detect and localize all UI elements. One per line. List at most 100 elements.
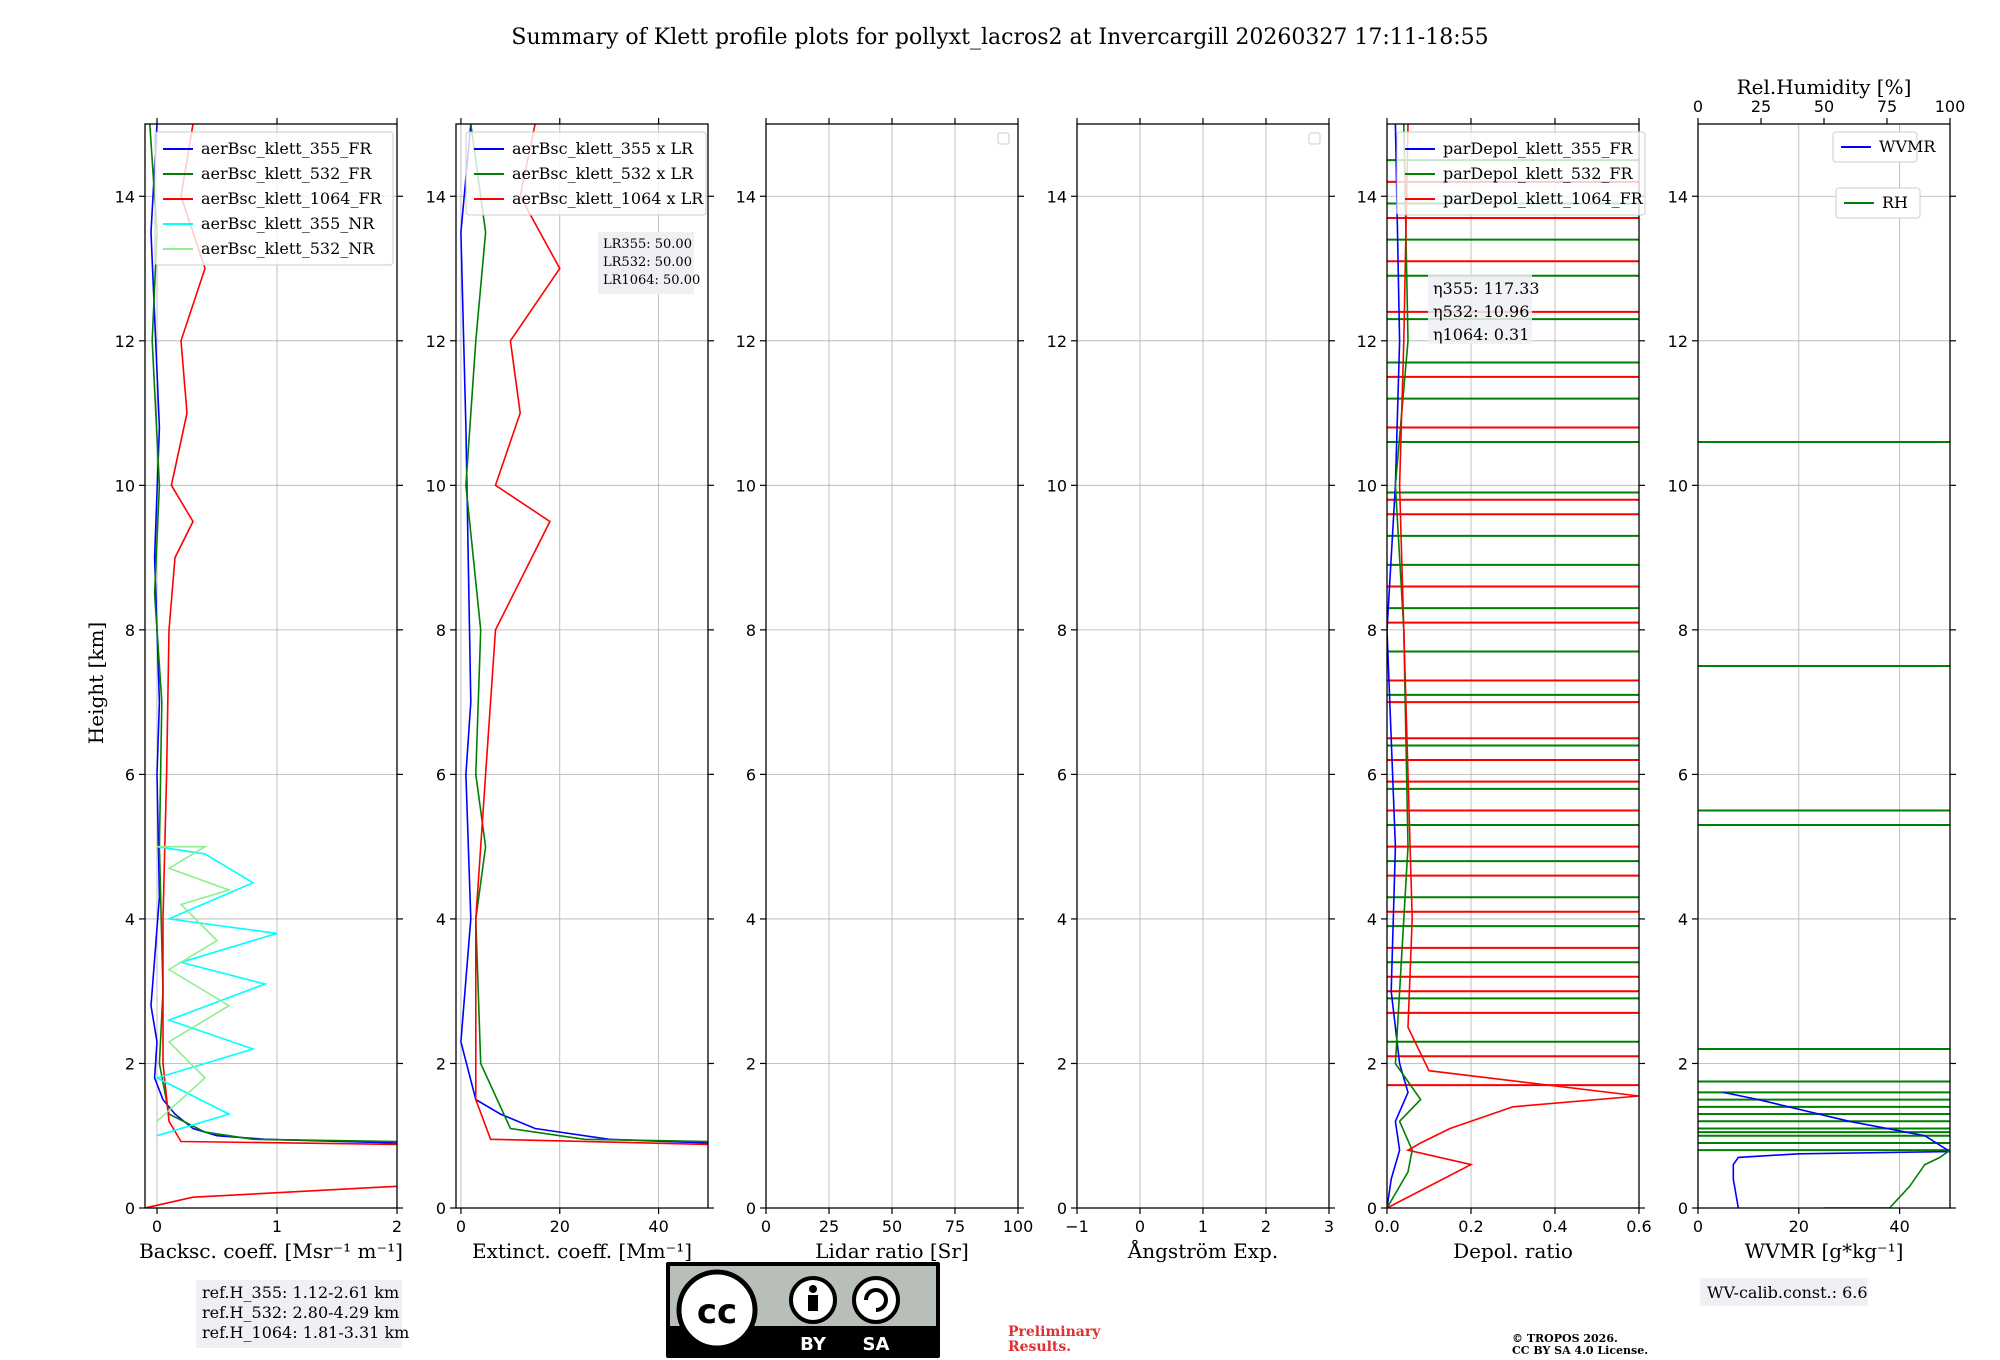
y-tick-label: 10 — [1047, 476, 1067, 495]
legend-label: aerBsc_klett_532 x LR — [512, 164, 694, 183]
panel-lidar_ratio: 0 25 50 75 100 0 2 4 6 8 10 12 14 Lidar ratio [Sr] — [736, 118, 1034, 1263]
legend-label: aerBsc_klett_355_NR — [201, 214, 375, 233]
y-tick-label: 14 — [1047, 187, 1067, 206]
series-group — [1723, 1091, 1950, 1208]
y-tick-label: 10 — [115, 476, 135, 495]
series-parDepol_klett_355_FR — [1387, 124, 1409, 1208]
y-tick-label: 8 — [1057, 621, 1067, 640]
top-tick-label: 0 — [1693, 97, 1703, 116]
y-tick-label: 0 — [746, 1199, 756, 1218]
x-tick-label: 20 — [550, 1217, 570, 1236]
series-group — [460, 124, 708, 1146]
y-tick-label: 2 — [1057, 1054, 1067, 1073]
x-tick-label: 100 — [1003, 1217, 1034, 1236]
axes-frame — [1386, 123, 1640, 1209]
y-tick-label: 0 — [436, 1199, 446, 1218]
axes-frame — [144, 123, 398, 1209]
series-RH — [1824, 1149, 1950, 1208]
y-tick-label: 6 — [1367, 765, 1377, 784]
x-tick-label: 0 — [456, 1217, 466, 1236]
y-tick-label: 10 — [1668, 476, 1688, 495]
sa-share-icon — [852, 1276, 900, 1324]
series-aerBsc_klett_532 x LR — [465, 124, 708, 1143]
y-tick-label: 12 — [1668, 332, 1688, 351]
preliminary-line2: Results. — [1008, 1339, 1071, 1355]
series-aerBsc_klett_355 x LR — [460, 124, 708, 1144]
series-aerBsc_klett_1064_FR — [145, 1185, 397, 1208]
x-axis-label: Depol. ratio — [1453, 1239, 1573, 1263]
x-tick-label: 0.4 — [1542, 1217, 1567, 1236]
y-tick-label: 4 — [436, 910, 446, 929]
y-tick-label: 14 — [115, 187, 135, 206]
panel-depolarization: 0.0 0.2 0.4 0.6 0 2 4 6 8 10 12 14 Depol. ratio parDe… — [1357, 118, 1652, 1263]
empty-legend — [1308, 132, 1321, 145]
series-aerBsc_klett_1064 x LR — [474, 124, 708, 1146]
x-tick-label: 40 — [648, 1217, 668, 1236]
lr-value: LR1064: 50.00 — [603, 273, 700, 288]
x-tick-label: 40 — [1889, 1217, 1909, 1236]
y-tick-label: 10 — [736, 476, 756, 495]
series-aerBsc_klett_355_FR — [150, 124, 397, 1144]
series-parDepol_klett_532_FR — [1387, 124, 1422, 1208]
y-tick-label: 14 — [1668, 187, 1688, 206]
y-tick-label: 12 — [115, 332, 135, 351]
x-tick-label: 75 — [945, 1217, 965, 1236]
y-tick-label: 4 — [1678, 910, 1688, 929]
copyright-line1: © TROPOS 2026. — [1512, 1332, 1618, 1345]
calib-const: WV-calib.const.: 6.6 — [1707, 1283, 1868, 1302]
lr-box — [598, 232, 694, 294]
y-tick-label: 6 — [125, 765, 135, 784]
preliminary-line1: Preliminary — [1008, 1324, 1101, 1340]
x-tick-label: 20 — [1789, 1217, 1809, 1236]
license-sa-label: SA — [863, 1334, 890, 1355]
legend-box — [154, 131, 394, 266]
x-axis-label: Lidar ratio [Sr] — [815, 1239, 969, 1263]
eta-box — [1428, 274, 1532, 344]
y-tick-label: 14 — [426, 187, 446, 206]
calib-box — [1700, 1278, 1868, 1306]
series-aerBsc_klett_532_NR — [156, 845, 232, 1122]
top-axis-label: Rel.Humidity [%] — [1737, 75, 1912, 99]
panel-wv: 0 20 40 0 2 4 6 8 10 12 14 0 25 50 75 100 Rel.Humidity [… — [1668, 75, 1965, 1306]
x-axis-label: WVMR [g*kg⁻¹] — [1745, 1239, 1904, 1263]
x-tick-label: 1 — [272, 1217, 282, 1236]
top-tick-label: 50 — [1814, 97, 1834, 116]
y-tick-label: 14 — [736, 187, 756, 206]
x-tick-label: 2 — [392, 1217, 402, 1236]
top-tick-label: 75 — [1877, 97, 1897, 116]
series-aerBsc_klett_1064_FR_upper — [162, 124, 397, 1146]
y-tick-label: 0 — [1057, 1199, 1067, 1218]
legend-label: aerBsc_klett_355 x LR — [512, 139, 694, 158]
x-tick-label: 25 — [819, 1217, 839, 1236]
x-tick-label: 0 — [761, 1217, 771, 1236]
x-tick-label: 0 — [1135, 1217, 1145, 1236]
y-tick-label: 8 — [746, 621, 756, 640]
cc-icon — [676, 1269, 758, 1351]
license-by-label: BY — [800, 1334, 827, 1355]
legend-label: parDepol_klett_1064_FR — [1443, 189, 1644, 208]
y-tick-label: 10 — [426, 476, 446, 495]
y-tick-label: 6 — [746, 765, 756, 784]
legend-label: aerBsc_klett_532_FR — [201, 164, 372, 183]
y-tick-label: 10 — [1357, 476, 1377, 495]
y-axis-label: Height [km] — [84, 622, 108, 744]
series-parDepol_klett_1064_FR — [1387, 124, 1639, 1208]
eta-value: η355: 117.33 — [1433, 279, 1540, 298]
x-tick-label: 0.2 — [1458, 1217, 1483, 1236]
series-group — [145, 124, 397, 1208]
y-tick-label: 0 — [125, 1199, 135, 1218]
y-tick-label: 2 — [746, 1054, 756, 1073]
y-tick-label: 4 — [746, 910, 756, 929]
legend-label: aerBsc_klett_532_NR — [201, 239, 375, 258]
y-tick-label: 14 — [1357, 187, 1377, 206]
empty-legend — [997, 132, 1010, 145]
x-tick-label: −1 — [1065, 1217, 1089, 1236]
y-tick-label: 2 — [436, 1054, 446, 1073]
y-tick-label: 12 — [1047, 332, 1067, 351]
x-tick-label: 0.0 — [1374, 1217, 1399, 1236]
y-tick-label: 2 — [125, 1054, 135, 1073]
